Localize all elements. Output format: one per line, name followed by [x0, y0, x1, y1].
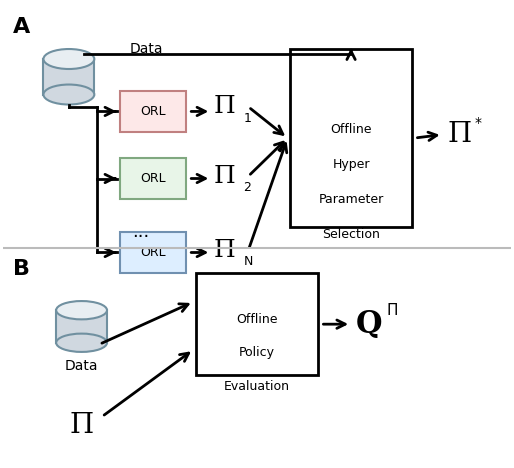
Bar	[44, 59, 94, 95]
Text: Π: Π	[214, 95, 235, 118]
Text: Π: Π	[448, 121, 472, 148]
Text: B: B	[13, 259, 30, 279]
Text: ORL: ORL	[140, 246, 166, 259]
Text: A: A	[13, 17, 30, 37]
Text: ...: ...	[133, 223, 150, 241]
Text: Π: Π	[69, 412, 94, 439]
Text: Offline: Offline	[331, 124, 372, 137]
Text: Offline: Offline	[236, 313, 278, 326]
Text: 1: 1	[243, 112, 251, 125]
Text: *: *	[474, 116, 481, 130]
Ellipse shape	[44, 49, 94, 69]
Ellipse shape	[56, 334, 107, 352]
Text: Data: Data	[130, 42, 163, 56]
Text: Π: Π	[214, 165, 235, 188]
Text: N: N	[243, 255, 253, 268]
Text: 2: 2	[243, 181, 251, 194]
Text: Policy: Policy	[239, 346, 275, 359]
Bar	[56, 310, 107, 343]
Text: Q: Q	[356, 309, 382, 340]
Text: Hyper: Hyper	[333, 158, 370, 171]
FancyBboxPatch shape	[120, 158, 186, 199]
Text: Data: Data	[65, 359, 98, 373]
Text: Evaluation: Evaluation	[224, 380, 290, 393]
FancyBboxPatch shape	[196, 273, 318, 375]
Ellipse shape	[44, 85, 94, 104]
Text: Π: Π	[387, 303, 398, 318]
Text: ORL: ORL	[140, 105, 166, 118]
FancyBboxPatch shape	[290, 49, 412, 227]
FancyBboxPatch shape	[120, 232, 186, 273]
Text: ORL: ORL	[140, 172, 166, 185]
FancyBboxPatch shape	[120, 91, 186, 132]
Text: Parameter: Parameter	[319, 193, 383, 206]
Ellipse shape	[56, 301, 107, 319]
Text: Selection: Selection	[322, 227, 380, 241]
Text: Π: Π	[214, 239, 235, 262]
